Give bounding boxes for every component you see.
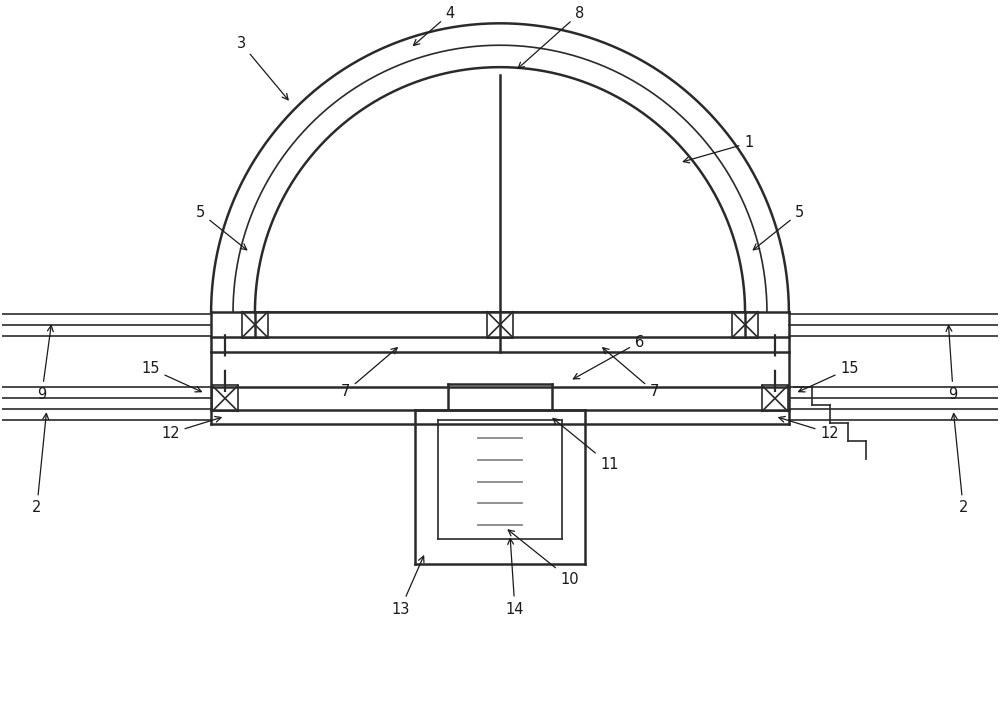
Text: 14: 14 (506, 539, 524, 617)
Text: 8: 8 (518, 6, 584, 69)
Text: 12: 12 (779, 417, 839, 440)
Text: 6: 6 (573, 334, 644, 379)
Text: 9: 9 (946, 326, 958, 402)
Text: 15: 15 (141, 361, 201, 392)
Text: 1: 1 (683, 135, 754, 163)
Text: 5: 5 (196, 205, 247, 250)
Bar (732, 312, 758, 338)
Text: 15: 15 (799, 361, 859, 392)
Text: 9: 9 (37, 326, 53, 402)
Text: 12: 12 (161, 417, 221, 440)
Bar (762, 386, 788, 412)
Text: 10: 10 (508, 530, 579, 587)
Text: 13: 13 (391, 556, 424, 617)
Text: 11: 11 (553, 419, 619, 472)
Text: 2: 2 (32, 414, 49, 516)
Text: 5: 5 (753, 205, 804, 250)
Bar (487, 312, 513, 338)
Bar (212, 386, 238, 412)
Text: 2: 2 (951, 414, 968, 516)
Text: 7: 7 (341, 348, 397, 399)
Text: 7: 7 (603, 348, 659, 399)
Text: 4: 4 (413, 6, 455, 45)
Bar (242, 312, 268, 338)
Text: 3: 3 (236, 35, 288, 100)
